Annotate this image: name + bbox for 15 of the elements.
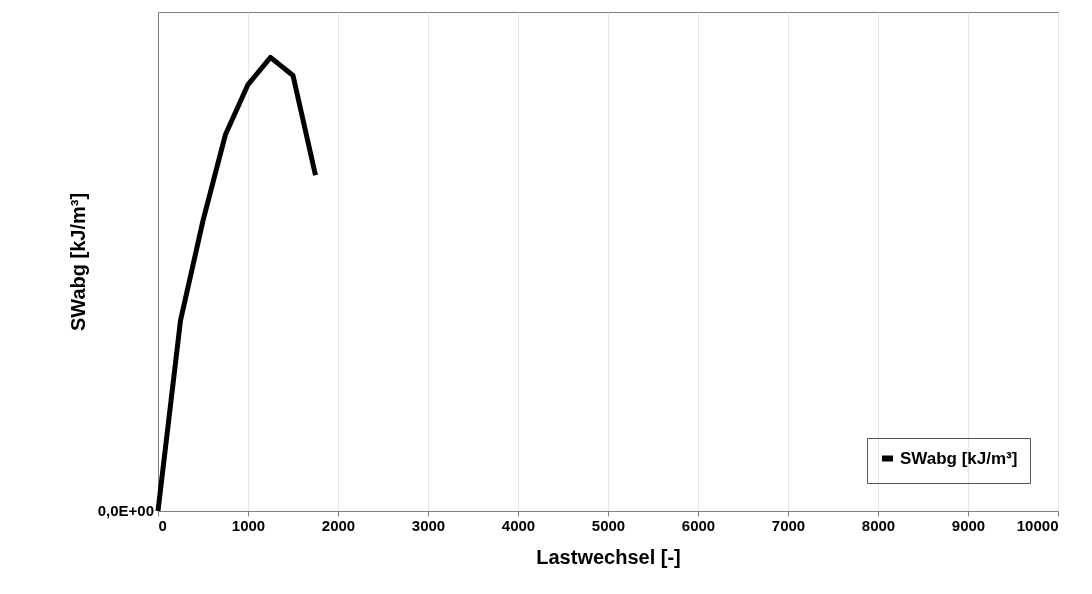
text: 0,0E+00 [97,502,154,519]
x-tick-label: 8000 [861,516,896,534]
x-axis-title: Lastwechsel [-] [536,545,681,568]
legend-label: SWabg [kJ/m³] [900,448,1018,468]
x-tick-label: 7000 [771,516,806,534]
x-tick-label: 1000 [231,516,266,534]
y-axis-title: SWabg [kJ/m³] [66,192,89,332]
x-tick-label: 4000 [501,516,536,534]
x-tick-label: 3000 [411,516,446,534]
x-tick-label: 6000 [681,516,716,534]
x-tick-label: 9000 [951,516,986,534]
x-tick-label: 5000 [591,516,626,534]
x-tick-label: 0 [158,516,167,534]
x-tick-label: 2000 [321,516,356,534]
x-tick-label: 10000 [1016,516,1059,534]
